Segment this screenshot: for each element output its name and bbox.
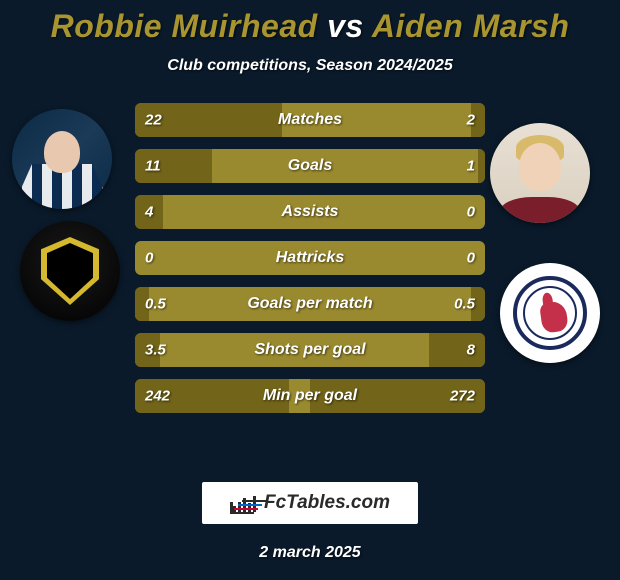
player1-club-crest <box>20 221 120 321</box>
vs-separator: vs <box>327 8 364 44</box>
stat-label: Hattricks <box>135 249 485 267</box>
stat-label: Matches <box>135 111 485 129</box>
stat-label: Min per goal <box>135 387 485 405</box>
stat-label: Goals <box>135 157 485 175</box>
stat-row: 242Min per goal272 <box>135 379 485 413</box>
brand-footer: FcTables.com <box>202 482 418 524</box>
player2-photo <box>490 123 590 223</box>
date-label: 2 march 2025 <box>0 544 620 562</box>
fctables-logo-icon <box>230 492 256 514</box>
stat-row: 11Goals1 <box>135 149 485 183</box>
stat-label: Shots per goal <box>135 341 485 359</box>
page-title: Robbie Muirhead vs Aiden Marsh <box>51 8 570 45</box>
stat-row: 0Hattricks0 <box>135 241 485 275</box>
stat-row: 4Assists0 <box>135 195 485 229</box>
player1-photo <box>12 109 112 209</box>
stat-row: 3.5Shots per goal8 <box>135 333 485 367</box>
stats-list: 22Matches2 11Goals1 4Assists0 0Hattricks0 0.… <box>135 103 485 413</box>
stat-label: Assists <box>135 203 485 221</box>
brand-name: FcTables.com <box>264 492 390 514</box>
stat-label: Goals per match <box>135 295 485 313</box>
stat-row: 0.5Goals per match0.5 <box>135 287 485 321</box>
player2-name: Aiden Marsh <box>372 8 570 44</box>
player1-name: Robbie Muirhead <box>51 8 318 44</box>
stat-row: 22Matches2 <box>135 103 485 137</box>
subtitle: Club competitions, Season 2024/2025 <box>167 57 452 75</box>
player2-club-crest <box>500 263 600 363</box>
comparison-card: Robbie Muirhead vs Aiden Marsh Club comp… <box>0 0 620 580</box>
